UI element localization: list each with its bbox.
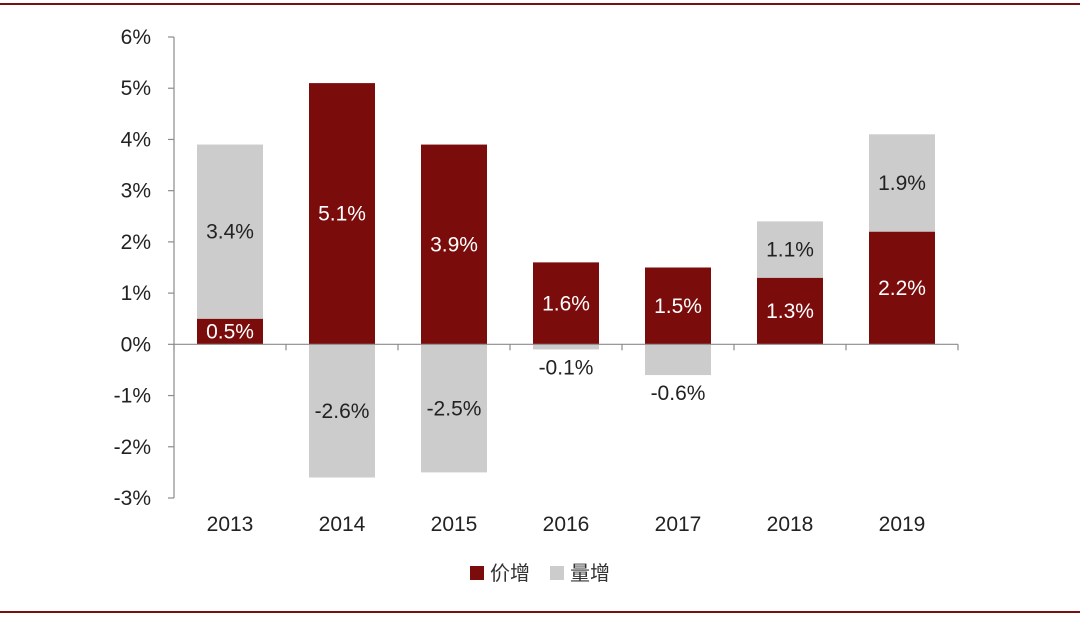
bar-volume-2014 — [309, 344, 375, 478]
x-tick-label-2016: 2016 — [543, 513, 590, 536]
legend-swatch-price — [470, 566, 484, 580]
y-tick-label: 2% — [121, 231, 151, 254]
data-label-volume-2013: 3.4% — [206, 221, 254, 244]
data-label-volume-2016: -0.1% — [539, 356, 594, 379]
legend-label-price: 价增 — [490, 562, 530, 585]
bar-volume-2018 — [757, 221, 823, 278]
y-tick-label: -2% — [114, 436, 151, 459]
y-tick-label: -3% — [114, 487, 151, 510]
data-label-volume-2017: -0.6% — [651, 382, 706, 405]
bar-volume-2017 — [645, 344, 711, 376]
data-label-price-2014: 5.1% — [318, 203, 366, 226]
data-label-volume-2018: 1.1% — [766, 239, 814, 262]
bar-price-2017 — [645, 267, 711, 345]
x-tick-label-2013: 2013 — [207, 513, 254, 536]
y-tick-label: 0% — [121, 333, 151, 356]
data-label-price-2017: 1.5% — [654, 295, 702, 318]
data-label-price-2016: 1.6% — [542, 292, 590, 315]
data-label-volume-2014: -2.6% — [315, 400, 370, 423]
bar-price-2015 — [421, 144, 487, 345]
y-tick-label: 6% — [121, 26, 151, 49]
y-tick-label: 3% — [121, 180, 151, 203]
bars-layer — [197, 83, 935, 478]
x-tick-label-2018: 2018 — [767, 513, 814, 536]
data-label-volume-2019: 1.9% — [878, 172, 926, 195]
bar-price-2016 — [533, 262, 599, 345]
y-tick-label: 1% — [121, 282, 151, 305]
bar-price-2013 — [197, 318, 263, 345]
bar-volume-2019 — [869, 134, 935, 232]
legend-swatch-volume — [550, 566, 564, 580]
y-tick-label: -1% — [114, 385, 151, 408]
y-tick-label: 5% — [121, 77, 151, 100]
data-label-price-2019: 2.2% — [878, 277, 926, 300]
bar-volume-2015 — [421, 344, 487, 473]
legend: 价增 量增 — [470, 562, 610, 585]
bar-volume-2016 — [533, 344, 599, 350]
bar-price-2014 — [309, 83, 375, 345]
data-labels-layer: 0.5% 5.1% 3.9% 1.6% 1.5% 1.3% 2.2% 3.4% -2.6% -2.… — [206, 172, 926, 423]
x-tick-label-2019: 2019 — [879, 513, 926, 536]
data-label-price-2015: 3.9% — [430, 233, 478, 256]
bar-price-2018 — [757, 277, 823, 345]
top-border-rule — [0, 3, 1080, 5]
bar-volume-2013 — [197, 144, 263, 319]
data-label-price-2018: 1.3% — [766, 300, 814, 323]
bar-price-2019 — [869, 231, 935, 345]
y-tick-label: 4% — [121, 128, 151, 151]
x-tick-label-2015: 2015 — [431, 513, 478, 536]
legend-label-volume: 量增 — [570, 562, 610, 585]
axes-layer: 6% 5% 4% 3% 2% 1% 0% -1% -2% -3% 2013 2014 2015 2016 2… — [114, 26, 959, 536]
bottom-border-rule — [0, 611, 1080, 613]
data-label-volume-2015: -2.5% — [427, 397, 482, 420]
data-label-price-2013: 0.5% — [206, 321, 254, 344]
x-tick-label-2017: 2017 — [655, 513, 702, 536]
x-tick-label-2014: 2014 — [319, 513, 366, 536]
